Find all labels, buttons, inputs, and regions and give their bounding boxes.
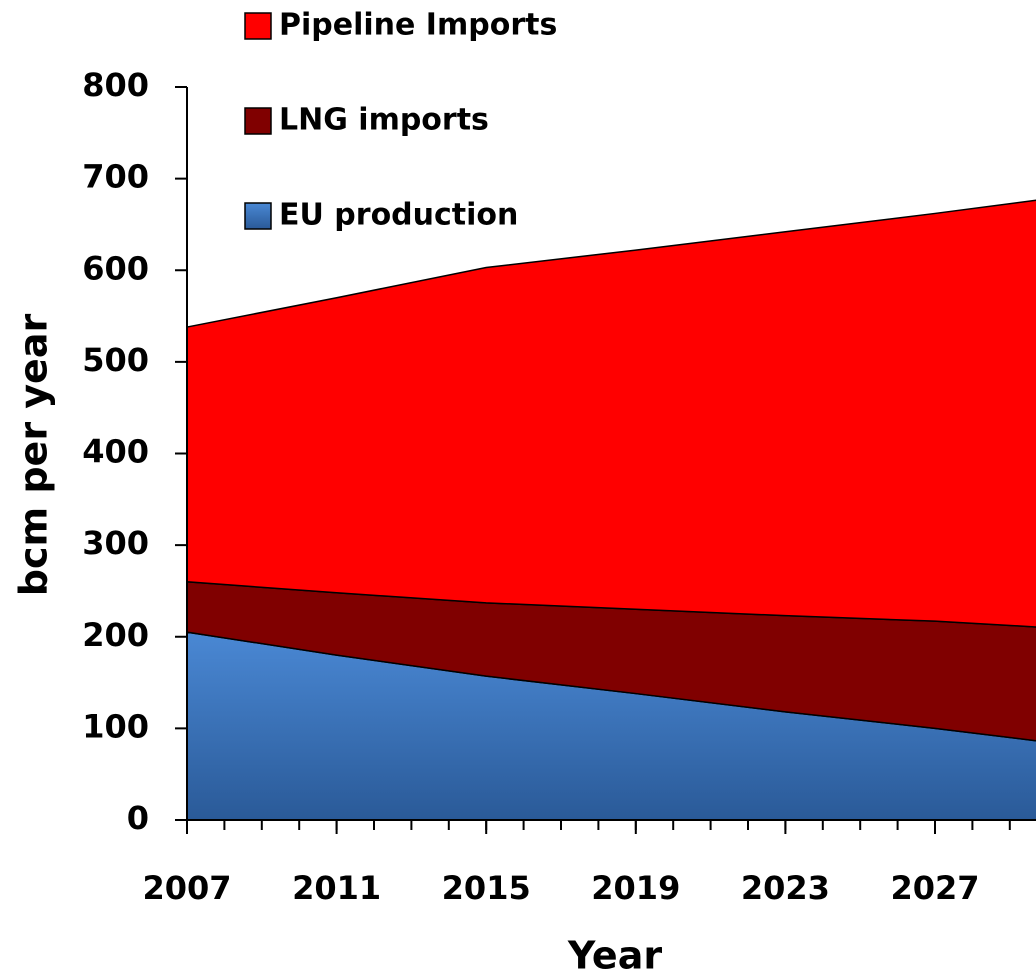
- legend-label: LNG imports: [279, 103, 489, 138]
- legend-swatch: [244, 202, 272, 230]
- x-tick-label: 2027: [890, 869, 979, 907]
- areas: [186, 199, 1036, 821]
- legend-swatch: [244, 107, 272, 135]
- legend-swatch: [244, 12, 272, 40]
- y-tick-label: 300: [82, 524, 149, 562]
- y-tick-label: 800: [82, 66, 149, 104]
- x-tick-label: 2007: [142, 869, 231, 907]
- x-tick-label: 2011: [292, 869, 381, 907]
- x-axis-title: Year: [567, 934, 662, 978]
- y-tick-label: 700: [82, 158, 149, 196]
- y-tick-label: 400: [82, 433, 149, 471]
- x-tick-label: 2023: [741, 869, 830, 907]
- area: [186, 199, 1036, 628]
- x-tick-label: 2015: [442, 869, 531, 907]
- y-tick-label: 200: [82, 616, 149, 654]
- y-axis-title: bcm per year: [12, 314, 56, 597]
- legend-label: EU production: [279, 198, 518, 233]
- y-tick-label: 100: [82, 707, 149, 745]
- y-tick-label: 500: [82, 341, 149, 379]
- y-tick-label: 600: [82, 249, 149, 287]
- legend-label: Pipeline Imports: [279, 8, 557, 43]
- x-tick-label: 2019: [591, 869, 680, 907]
- y-tick-label: 0: [127, 799, 149, 837]
